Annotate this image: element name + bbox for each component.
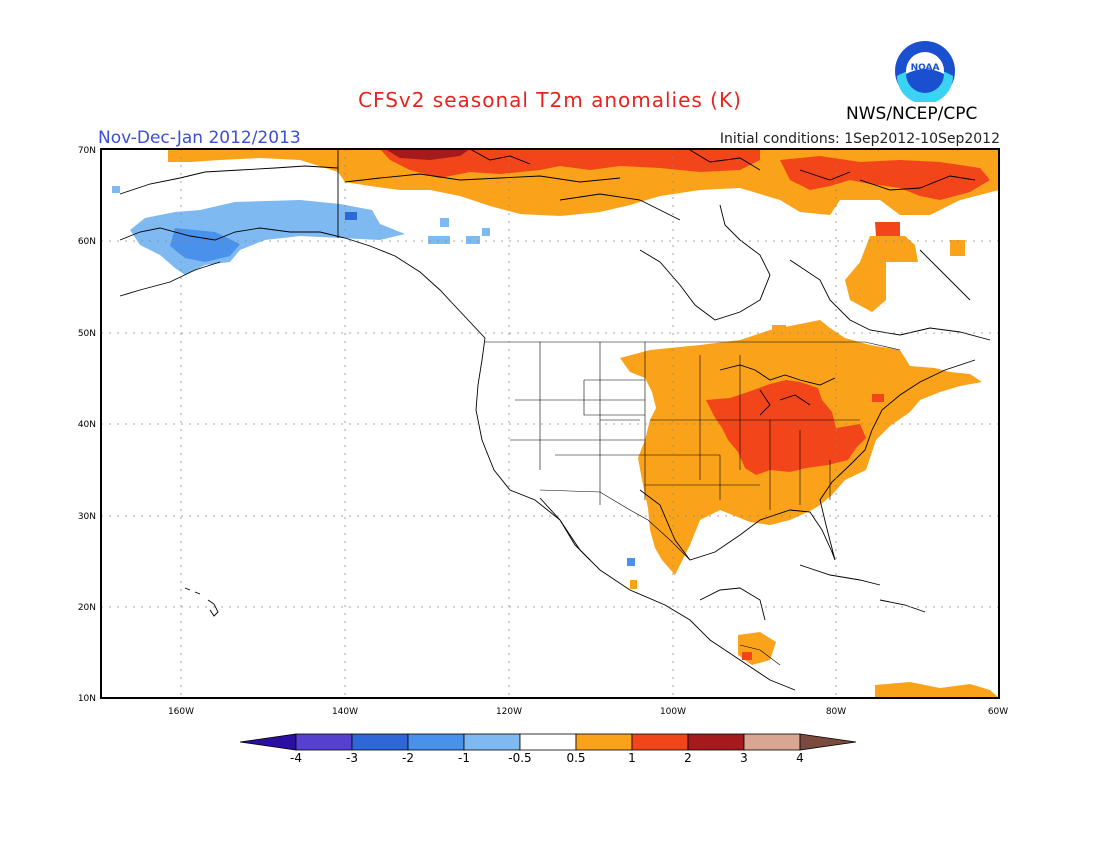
colorbar-tick-label: 3 [740, 751, 748, 765]
colorbar: -4 -3 -2 -1 -0.5 0.5 1 2 3 4 [239, 733, 857, 765]
colorbar-tick-label: -3 [346, 751, 358, 765]
colorbar-segment [575, 733, 633, 751]
country-borders [539, 489, 781, 666]
colorbar-segment [687, 733, 745, 751]
graticule [101, 149, 999, 698]
colorbar-arrow-low [239, 733, 297, 751]
colorbar-tick-label: 1 [628, 751, 636, 765]
colorbar-tick-label: -4 [290, 751, 302, 765]
colorbar-tick-label: 4 [796, 751, 804, 765]
lon-label: 160W [168, 707, 194, 717]
lon-label: 120W [496, 707, 522, 717]
map-frame [100, 148, 1000, 699]
lon-label: 60W [988, 707, 1008, 717]
state-borders [485, 341, 901, 510]
anomaly-alaska-cool [112, 186, 635, 566]
anomaly-eastern-us-warm [620, 320, 999, 698]
lat-label: 10N [78, 694, 96, 704]
colorbar-tick-label: 2 [684, 751, 692, 765]
colorbar-segment [463, 733, 521, 751]
colorbar-tick-label: 0.5 [566, 751, 585, 765]
lat-label: 20N [78, 603, 96, 613]
forecast-period: Nov-Dec-Jan 2012/2013 [98, 128, 301, 148]
map-title: CFSv2 seasonal T2m anomalies (K) [358, 88, 742, 112]
colorbar-segment [743, 733, 801, 751]
colorbar-tick-label: -2 [402, 751, 414, 765]
colorbar-segment [351, 733, 409, 751]
longitude-labels: 160W 140W 120W 100W 80W 60W [168, 707, 1008, 717]
initial-conditions: Initial conditions: 1Sep2012-10Sep2012 [719, 131, 1000, 147]
lat-label: 50N [78, 329, 96, 339]
lat-label: 30N [78, 512, 96, 522]
logo-text: NOAA [911, 63, 940, 73]
colorbar-segment [295, 733, 353, 751]
colorbar-arrow-high [799, 733, 857, 751]
colorbar-segment [631, 733, 689, 751]
noaa-logo-icon: NOAA [895, 41, 955, 102]
latitude-labels: 70N 60N 50N 40N 30N 20N 10N [78, 146, 96, 704]
lat-label: 40N [78, 420, 96, 430]
map-area [101, 149, 999, 698]
colorbar-tick-label: -1 [458, 751, 470, 765]
lon-label: 80W [826, 707, 846, 717]
lat-label: 70N [78, 146, 96, 156]
coastlines [119, 149, 991, 691]
lon-label: 140W [332, 707, 358, 717]
colorbar-segment [519, 733, 577, 751]
colorbar-segment [407, 733, 465, 751]
lat-label: 60N [78, 237, 96, 247]
lon-label: 100W [660, 707, 686, 717]
colorbar-tick-label: -0.5 [508, 751, 531, 765]
agency-label: NWS/NCEP/CPC [846, 104, 978, 124]
anomaly-arctic-warm [168, 149, 999, 312]
